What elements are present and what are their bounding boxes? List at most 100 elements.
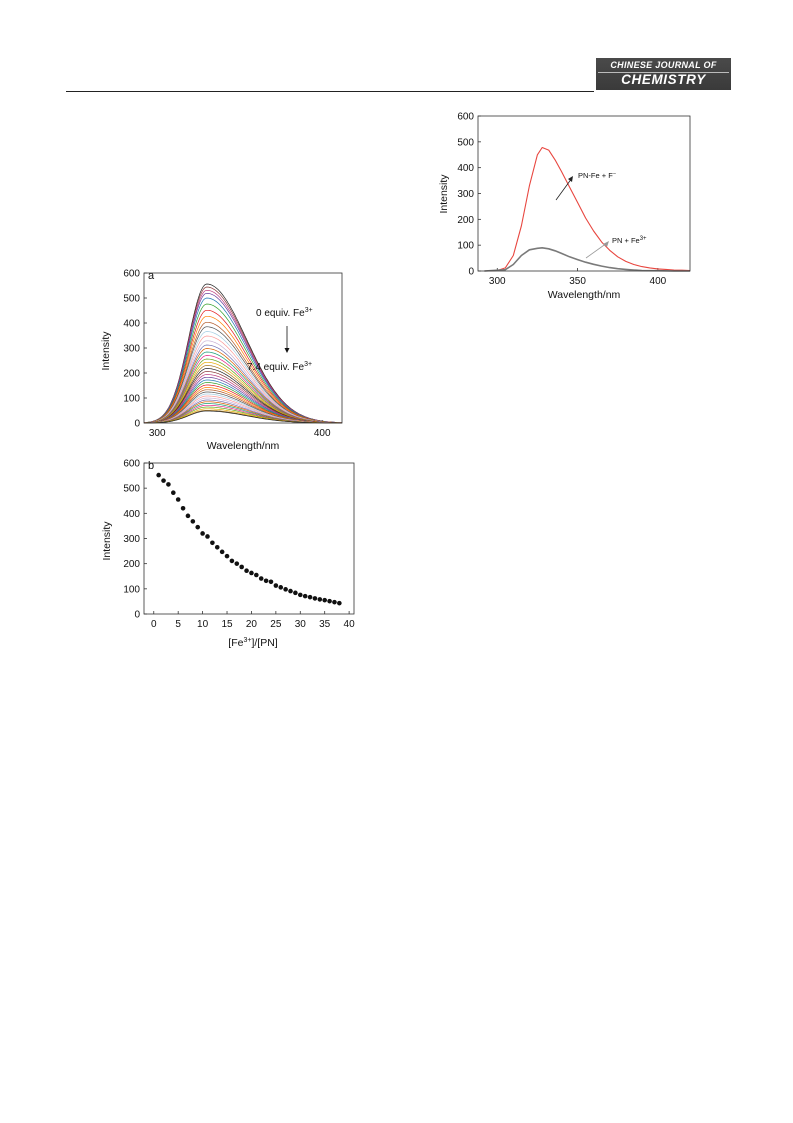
y-tick-label: 400	[457, 163, 474, 174]
y-tick-label: 600	[123, 269, 140, 280]
annotation-7-4-equiv-sup: 3+	[304, 361, 312, 368]
data-point	[156, 472, 161, 478]
data-point	[205, 534, 210, 539]
x-tick-label: 25	[270, 619, 282, 630]
pointer-line-red	[555, 177, 573, 201]
y-axis-label: Intensity	[438, 174, 450, 214]
panel-label-b: b	[148, 460, 154, 472]
data-point	[195, 524, 201, 530]
data-point	[239, 564, 244, 570]
data-points	[156, 472, 342, 606]
data-point	[185, 513, 191, 519]
y-tick-label: 300	[457, 189, 474, 200]
annotation-7-4-equiv: 7.4 equiv. Fe3+	[247, 361, 312, 373]
x-tick-label: 20	[246, 619, 258, 630]
spectra-curves	[143, 283, 343, 424]
y-tick-label: 500	[123, 484, 140, 495]
data-point	[297, 592, 303, 598]
annotation-arrowhead	[284, 348, 290, 353]
data-point	[244, 568, 249, 574]
data-point	[214, 545, 220, 550]
y-tick-label: 200	[123, 369, 140, 380]
x-tick-label: 5	[175, 619, 181, 630]
y-tick-label: 0	[134, 610, 140, 621]
y-tick-label: 0	[134, 419, 140, 430]
x-tick-label: 30	[295, 619, 307, 630]
pointer-arrowhead-red	[568, 176, 573, 182]
series-pn-fe-line	[484, 247, 690, 272]
figure-a-emission-spectra: Intensity a 0 100 200 300 400 500 600 300 400 0…	[100, 269, 343, 452]
y-tick-label: 100	[123, 394, 140, 405]
panel-label-a: a	[148, 270, 155, 282]
y-tick-label: 600	[123, 459, 140, 470]
x-tick-label: 300	[149, 428, 166, 439]
annotation-0-equiv: 0 equiv. Fe3+	[256, 307, 313, 319]
annotation-0-equiv-text: 0 equiv. Fe	[256, 308, 305, 319]
y-tick-label: 200	[123, 559, 140, 570]
y-tick-label: 100	[123, 584, 140, 595]
pointer-line-gray	[585, 242, 608, 259]
data-point	[278, 585, 284, 590]
data-point	[219, 549, 225, 555]
data-point	[327, 598, 332, 604]
data-point	[268, 579, 274, 585]
data-point	[180, 506, 186, 511]
series-label-pn-fe-f-sup: −	[613, 171, 616, 177]
pointer-arrowhead-gray	[603, 241, 609, 247]
x-axis-label-suffix: ]/[PN]	[251, 637, 277, 649]
y-tick-label: 500	[123, 294, 140, 305]
y-axis-ticks: 0 100 200 300 400 500 600	[123, 269, 147, 430]
data-point	[171, 490, 176, 495]
data-point	[337, 600, 342, 606]
data-point	[293, 590, 298, 596]
y-tick-label: 100	[457, 241, 474, 252]
data-point	[210, 540, 215, 546]
series-label-pn-fe-text: PN + Fe	[612, 236, 640, 245]
y-tick-label: 400	[123, 319, 140, 330]
data-point	[161, 478, 166, 483]
x-tick-label: 350	[569, 276, 586, 287]
y-axis-ticks: 0 100 200 300 400 500 600	[123, 459, 147, 621]
y-tick-label: 400	[123, 509, 140, 520]
data-point	[200, 531, 205, 536]
annotation-7-4-equiv-text: 7.4 equiv. Fe	[247, 362, 305, 373]
data-point	[332, 599, 337, 605]
data-point	[229, 558, 235, 564]
plot-frame	[143, 462, 355, 615]
data-point	[283, 587, 288, 592]
plot-frame	[143, 272, 343, 424]
data-point	[302, 593, 308, 599]
data-point	[263, 578, 269, 584]
x-tick-label: 400	[650, 276, 667, 287]
journal-name-line2: CHEMISTRY	[621, 72, 706, 87]
x-tick-label: 0	[151, 619, 157, 630]
journal-banner: CHINESE JOURNAL OF CHEMISTRY	[596, 58, 731, 90]
spectra-curves	[484, 146, 691, 272]
annotation-0-equiv-sup: 3+	[305, 307, 313, 314]
data-point	[166, 482, 171, 487]
y-tick-label: 300	[123, 344, 140, 355]
x-tick-label: 40	[344, 619, 356, 630]
data-point	[175, 497, 181, 502]
banner-divider	[598, 72, 729, 73]
x-tick-label: 35	[319, 619, 331, 630]
x-axis-ticks: 0 5 10 15 20 25 30 35 40	[151, 611, 355, 630]
series-label-pn-fe-f: PN-Fe + F−	[578, 171, 616, 180]
x-tick-label: 15	[221, 619, 233, 630]
data-point	[249, 570, 254, 576]
y-axis-ticks: 0 100 200 300 400 500 600	[457, 112, 481, 278]
x-axis-label: [Fe3+]/[PN]	[228, 637, 277, 649]
data-point	[288, 588, 293, 594]
data-point	[234, 561, 240, 566]
series-pn-fe-f-line	[484, 146, 691, 272]
x-tick-label: 300	[489, 276, 506, 287]
y-tick-label: 0	[468, 267, 474, 278]
x-axis-label: Wavelength/nm	[548, 289, 621, 301]
series-label-pn-fe: PN + Fe3+	[612, 236, 647, 245]
data-point	[312, 596, 318, 601]
data-point	[224, 553, 230, 559]
series-label-pn-fe-sup: 3+	[640, 236, 647, 242]
data-point	[317, 597, 323, 602]
x-tick-label: 10	[197, 619, 209, 630]
